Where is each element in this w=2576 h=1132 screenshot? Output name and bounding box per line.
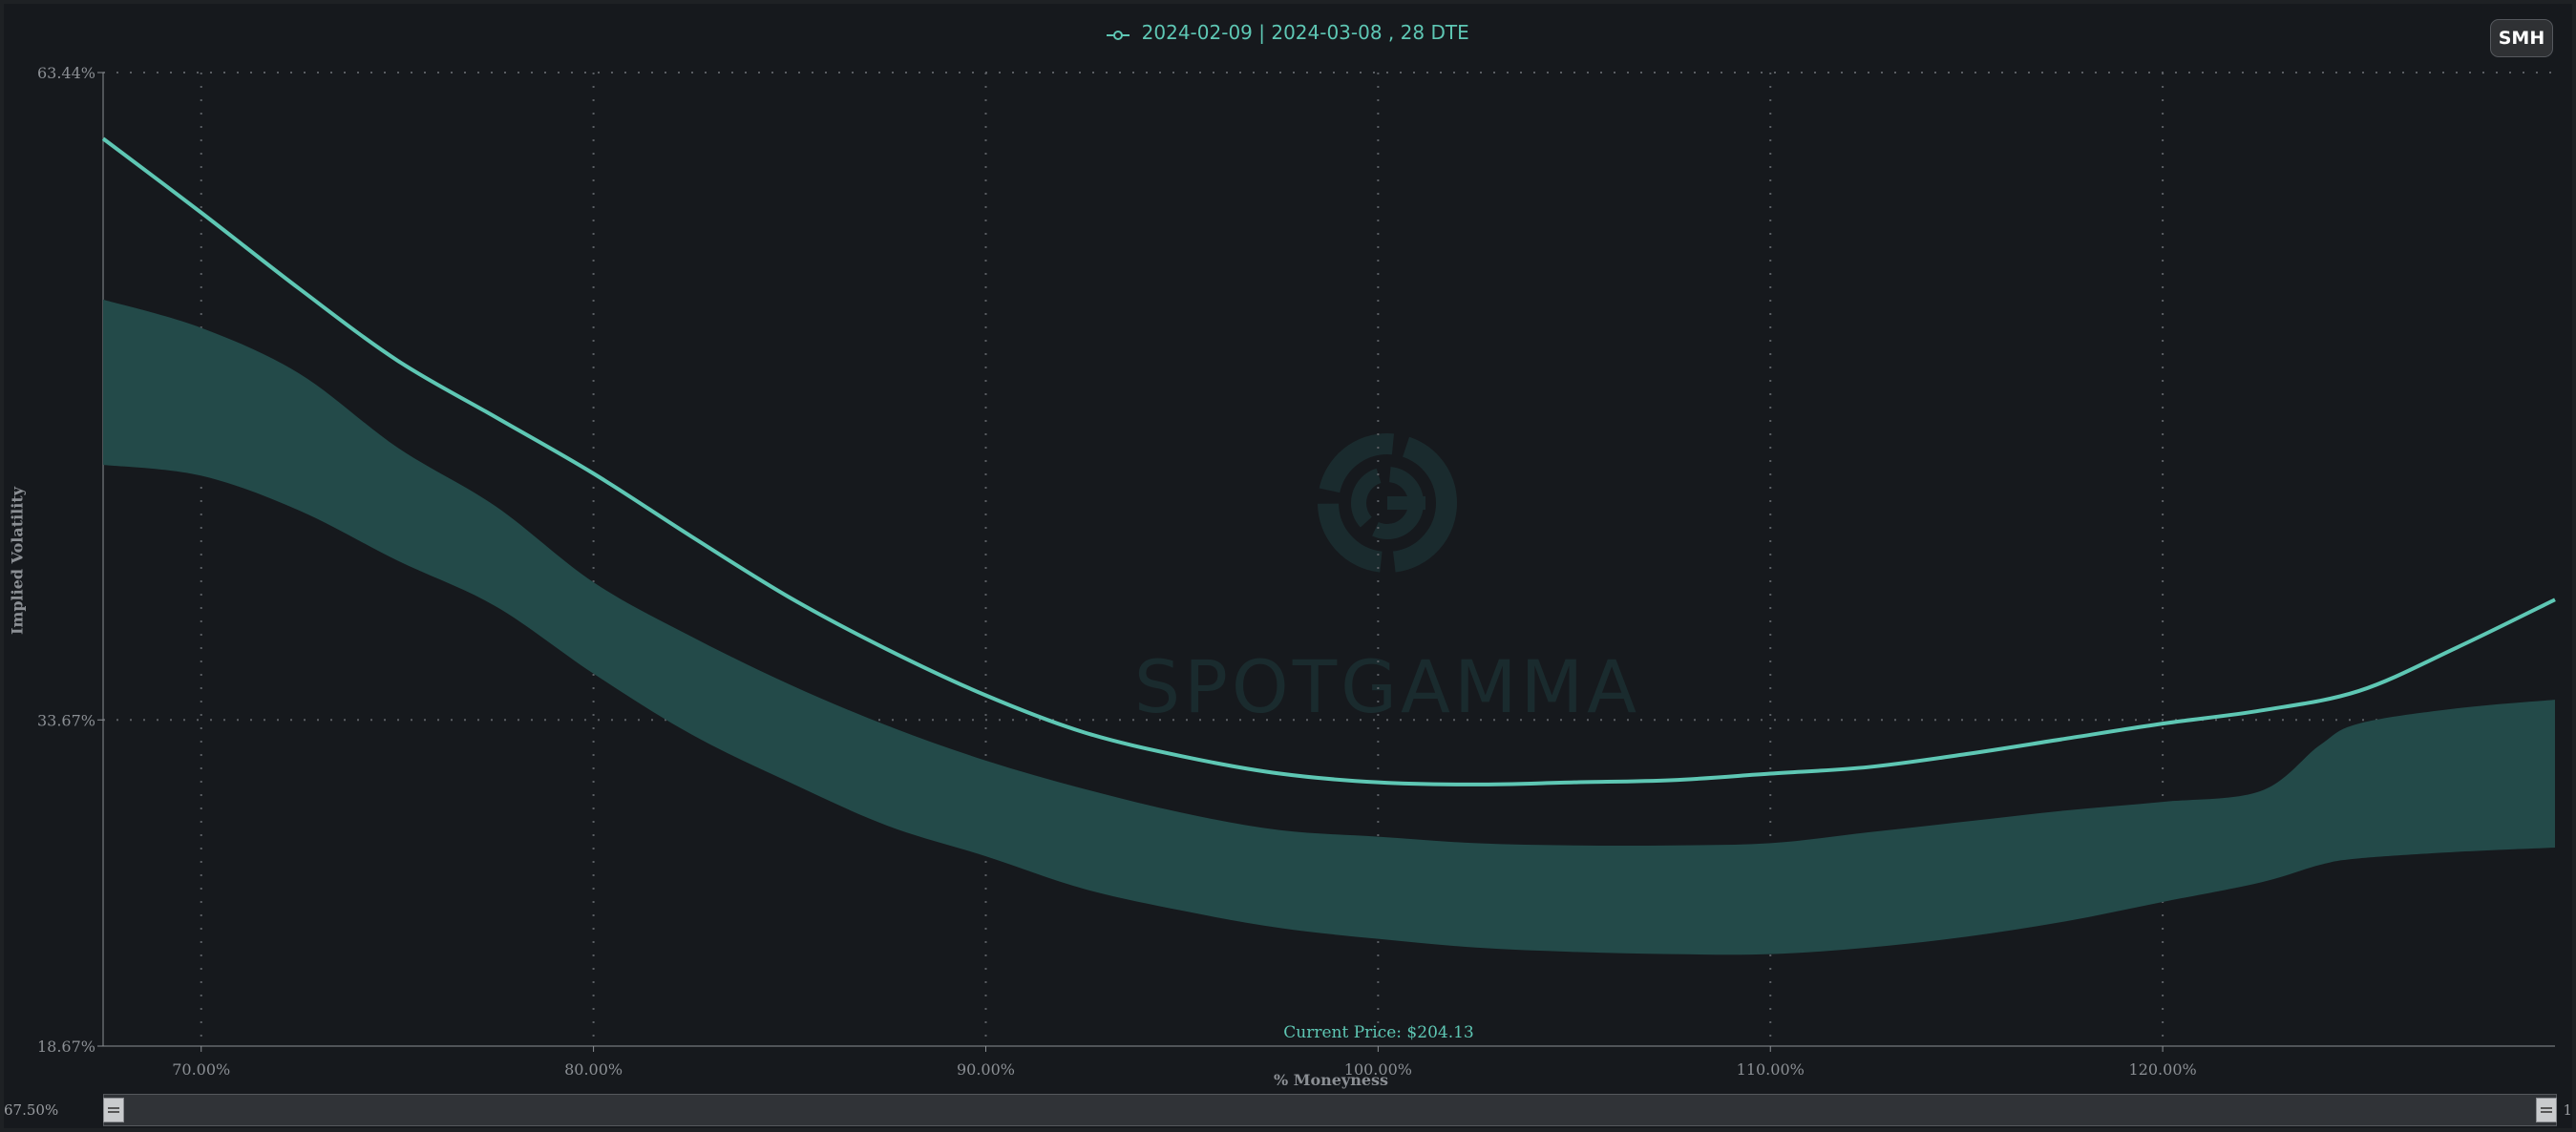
x-tick-label: 100.00% [1344, 1060, 1412, 1079]
scrollbar-right-handle[interactable] [2536, 1098, 2557, 1122]
x-tick-label: 120.00% [2129, 1060, 2197, 1079]
x-tick-label: 70.00% [172, 1060, 230, 1079]
legend[interactable]: 2024-02-09 | 2024-03-08 , 28 DTE [4, 21, 2572, 46]
line-layer [101, 136, 2556, 786]
x-tick-label: 90.00% [957, 1060, 1015, 1079]
scrollbar-left-handle[interactable] [103, 1098, 124, 1122]
y-tick-label: 63.44% [37, 64, 95, 82]
scroll-right-label: 1 [2563, 1101, 2572, 1119]
x-axis-title: % Moneyness [1273, 1071, 1389, 1089]
scroll-left-label: 67.50% [4, 1101, 59, 1119]
x-tick-label: 80.00% [564, 1060, 623, 1079]
chart-svg: SPOTGAMMA 70.00% 80.00% 90.00% 100.00% 110.0… [37, 64, 2556, 1079]
spotgamma-logo: SPOTGAMMA [1134, 433, 1640, 729]
current-price-label: Current Price: $204.13 [1283, 1023, 1474, 1042]
scrollbar-track[interactable] [103, 1094, 2557, 1126]
svg-text:SPOTGAMMA: SPOTGAMMA [1134, 644, 1640, 729]
x-tick-label: 110.00% [1737, 1060, 1805, 1079]
legend-line-icon [1107, 23, 1130, 46]
band-layer [103, 299, 2555, 955]
y-tick-label: 18.67% [37, 1038, 95, 1056]
grid-layer [103, 72, 2555, 1046]
y-tick-label: 33.67% [37, 711, 95, 729]
series-line[interactable] [101, 136, 2556, 786]
ticker-button[interactable]: SMH [2490, 19, 2553, 57]
chart-frame: SPOTGAMMA 70.00% 80.00% 90.00% 100.00% 110.0… [4, 4, 2572, 1128]
iv-range-band [103, 299, 2555, 955]
y-axis-title: Implied Volatility [8, 486, 27, 636]
tick-layer: 70.00% 80.00% 90.00% 100.00% 110.00% 120.00% 1… [37, 64, 2197, 1079]
legend-label: 2024-02-09 | 2024-03-08 , 28 DTE [1141, 21, 1469, 44]
axis-layer [97, 72, 2555, 1052]
